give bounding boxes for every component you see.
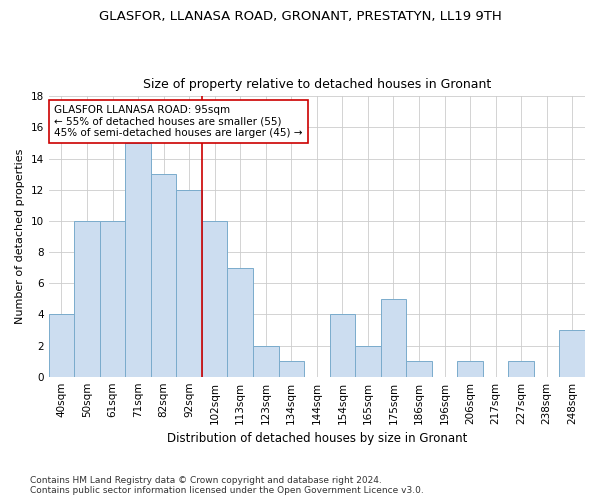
Text: Contains HM Land Registry data © Crown copyright and database right 2024.
Contai: Contains HM Land Registry data © Crown c… (30, 476, 424, 495)
Bar (227, 268, 253, 376)
Bar (151, 174, 176, 376)
Bar (380, 299, 406, 376)
Bar (457, 361, 483, 376)
Bar (406, 361, 432, 376)
Bar (202, 221, 227, 376)
Bar (329, 314, 355, 376)
Y-axis label: Number of detached properties: Number of detached properties (15, 149, 25, 324)
Bar (278, 361, 304, 376)
Bar (125, 143, 151, 376)
X-axis label: Distribution of detached houses by size in Gronant: Distribution of detached houses by size … (167, 432, 467, 445)
Bar (559, 330, 585, 376)
Bar (355, 346, 380, 376)
Bar (253, 346, 278, 376)
Bar (100, 221, 125, 376)
Text: GLASFOR LLANASA ROAD: 95sqm
← 55% of detached houses are smaller (55)
45% of sem: GLASFOR LLANASA ROAD: 95sqm ← 55% of det… (54, 104, 302, 138)
Bar (176, 190, 202, 376)
Title: Size of property relative to detached houses in Gronant: Size of property relative to detached ho… (143, 78, 491, 91)
Bar (74, 221, 100, 376)
Text: GLASFOR, LLANASA ROAD, GRONANT, PRESTATYN, LL19 9TH: GLASFOR, LLANASA ROAD, GRONANT, PRESTATY… (98, 10, 502, 23)
Bar (49, 314, 74, 376)
Bar (508, 361, 534, 376)
